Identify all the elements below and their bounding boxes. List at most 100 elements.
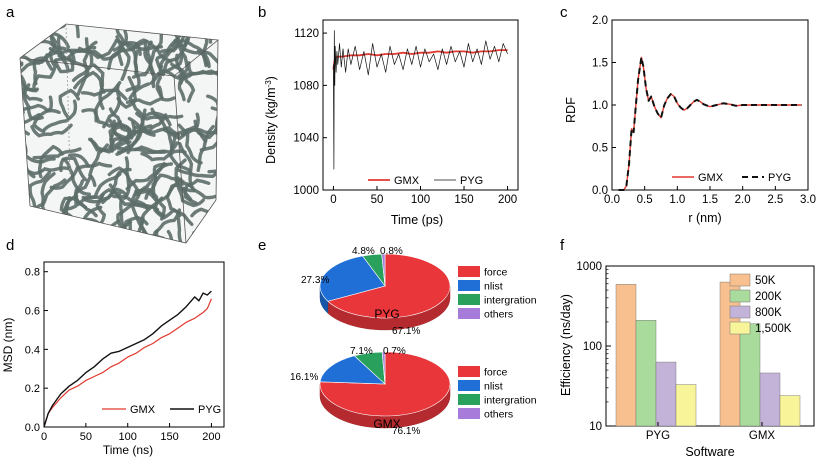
polymer-fiber <box>50 24 67 31</box>
legend-swatch-nlist <box>458 280 480 291</box>
x-tick-label: GMX <box>749 430 776 442</box>
legend-swatch-force <box>458 366 480 377</box>
legend-swatch-50K <box>729 273 751 287</box>
y-tick-label: 0.6 <box>25 306 40 318</box>
legend-label-pyg: PYG <box>768 172 791 184</box>
polymer-fiber <box>81 226 119 243</box>
polymer-fiber <box>81 108 122 128</box>
legend-swatch-1,500K <box>729 321 751 335</box>
polymer-fiber <box>133 189 167 221</box>
polymer-fiber <box>158 32 191 69</box>
polymer-fiber <box>220 122 252 148</box>
panel-label-a: a <box>6 4 15 21</box>
series-line-gmx <box>332 49 508 70</box>
polymer-fiber <box>49 237 83 243</box>
x-tick-label: PYG <box>646 430 670 442</box>
polymer-fiber <box>116 199 150 228</box>
plot-frame <box>43 261 225 428</box>
polymer-fiber <box>137 162 173 197</box>
polymer-fiber <box>32 56 54 86</box>
polymer-fiber <box>108 107 147 134</box>
legend-label-force: force <box>484 267 508 279</box>
polymer-fiber <box>20 87 26 133</box>
polymer-fiber <box>126 108 147 155</box>
pie-percent-label: 16.1% <box>290 372 318 383</box>
x-tick-label: 200 <box>498 194 517 206</box>
pie-slice-gmx-force <box>319 351 451 417</box>
x-tick-label: 3.0 <box>800 194 816 206</box>
legend-swatch-intergration <box>458 294 480 305</box>
polymer-fiber <box>128 82 151 119</box>
polymer-fiber <box>167 240 202 243</box>
rdf-chart: RDF r (nm) 0.0 0.5 1.0 1.5 2.0 2.5 3.0 0.0 0.5 1.… <box>564 15 816 225</box>
bar-pyg-200K <box>635 320 657 427</box>
polymer-fiber <box>170 62 196 103</box>
polymer-fiber <box>217 124 218 168</box>
series-line-pyg <box>43 290 212 428</box>
polymer-fiber <box>180 127 218 141</box>
polymer-fiber <box>33 223 80 238</box>
pie-percent-label: 0.7% <box>383 346 406 357</box>
polymer-fiber <box>182 186 218 200</box>
polymer-fiber <box>58 88 80 120</box>
x-tick-label: 200 <box>202 431 220 443</box>
polymer-fiber <box>153 208 194 226</box>
x-tick-label: 100 <box>411 194 430 206</box>
polymer-fiber <box>125 85 163 106</box>
series-line-gmx <box>618 56 802 191</box>
bar-pyg-50K <box>615 284 637 427</box>
polymer-fiber <box>140 149 187 162</box>
y-tick-label: 1080 <box>293 80 319 92</box>
y-tick-label: 10 <box>589 421 602 433</box>
legend-label-200K: 200K <box>755 291 782 303</box>
polymer-fiber <box>178 142 194 190</box>
legend-label-800K: 800K <box>755 307 782 319</box>
series-line-pyg <box>333 30 508 170</box>
y-tick-label: 1040 <box>293 133 319 145</box>
polymer-fiber <box>110 228 147 243</box>
y-tick-label: 0.8 <box>25 267 40 279</box>
x-tick-label: 150 <box>160 431 178 443</box>
polymer-fiber <box>37 144 64 179</box>
polymer-fiber <box>32 219 69 243</box>
polymer-fiber <box>123 29 139 75</box>
y-tick-label: 1120 <box>294 28 319 40</box>
polymer-fiber <box>59 24 80 39</box>
density-chart: Density (kg/m-3) Time (ps) 0 50 100 150 200 1… <box>264 19 519 227</box>
y-tick-label: 2.0 <box>592 15 608 27</box>
bar-pyg-1,500K <box>675 384 697 427</box>
polymer-fiber <box>115 35 131 82</box>
pie-title-pyg: PYG <box>374 307 399 321</box>
legend-swatch-force <box>458 266 480 277</box>
panel-label-e: e <box>258 237 266 254</box>
y-tick-label: 1000 <box>576 261 602 273</box>
x-tick-label: 150 <box>454 194 473 206</box>
pie-percent-label: 27.3% <box>301 275 329 286</box>
bar-gmx-1,500K <box>779 395 801 427</box>
time-ns-axis-label: Time (ns) <box>103 443 153 457</box>
r-nm-axis-label: r (nm) <box>688 211 721 225</box>
polymer-fiber <box>20 81 43 102</box>
legend-label-1,500K: 1,500K <box>755 323 792 335</box>
legend-label-nlist: nlist <box>484 281 503 293</box>
x-tick-label: 0 <box>330 194 336 206</box>
series-line-gmx <box>43 298 212 428</box>
polymer-fiber <box>124 156 140 203</box>
polymer-fiber <box>83 187 128 204</box>
x-tick-label: 0.5 <box>637 194 653 206</box>
simulation-box-illustration <box>19 23 252 244</box>
polymer-fiber <box>48 45 97 56</box>
pie-percent-label: 0.8% <box>380 246 403 257</box>
polymer-fiber <box>31 172 56 213</box>
x-tick-label: 100 <box>119 431 137 443</box>
panel-label-f: f <box>560 237 565 254</box>
legend-swatch-others <box>458 408 480 419</box>
density-axis-label: Density (kg/m-3) <box>264 76 279 164</box>
polymer-fiber <box>126 24 157 33</box>
legend-label-gmx: GMX <box>698 172 724 184</box>
software-axis-label: Software <box>685 445 734 459</box>
x-tick-label: 2.5 <box>767 194 783 206</box>
legend-label-intergration: intergration <box>484 395 537 407</box>
polymer-fiber <box>196 49 218 71</box>
